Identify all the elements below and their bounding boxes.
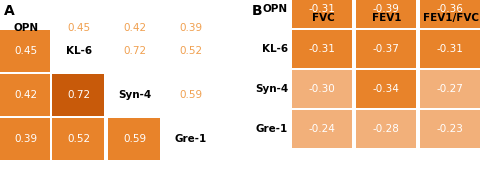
Text: Syn-4: Syn-4: [118, 90, 152, 100]
Bar: [420, 110, 480, 148]
Text: KL-6: KL-6: [66, 46, 92, 56]
Text: 0.39: 0.39: [14, 134, 38, 144]
Text: -0.23: -0.23: [436, 124, 464, 134]
Text: -0.28: -0.28: [372, 124, 400, 134]
Text: 0.45: 0.45: [14, 46, 38, 56]
Text: FVC: FVC: [312, 13, 334, 23]
Bar: [356, 110, 416, 148]
Bar: [0, 30, 50, 72]
Text: 0.42: 0.42: [14, 90, 38, 100]
Text: A: A: [4, 4, 15, 18]
Text: -0.31: -0.31: [436, 44, 464, 54]
Text: Gre-1: Gre-1: [175, 134, 207, 144]
Text: -0.27: -0.27: [436, 84, 464, 94]
Text: Gre-1: Gre-1: [256, 124, 288, 134]
Text: FEV1/FVC: FEV1/FVC: [423, 13, 479, 23]
Text: 0.52: 0.52: [180, 46, 203, 56]
Text: -0.31: -0.31: [308, 4, 336, 14]
Bar: [0, 118, 50, 160]
Bar: [356, 0, 416, 28]
Bar: [356, 30, 416, 68]
Text: -0.39: -0.39: [372, 4, 400, 14]
Bar: [108, 118, 160, 160]
Text: OPN: OPN: [14, 23, 38, 33]
Bar: [0, 74, 50, 116]
Text: -0.34: -0.34: [372, 84, 400, 94]
Text: OPN: OPN: [263, 4, 288, 14]
Text: 0.59: 0.59: [180, 90, 203, 100]
Bar: [52, 74, 104, 116]
Bar: [292, 0, 352, 28]
Text: -0.36: -0.36: [436, 4, 464, 14]
Text: -0.37: -0.37: [372, 44, 400, 54]
Text: -0.30: -0.30: [308, 84, 336, 94]
Text: 0.72: 0.72: [124, 46, 146, 56]
Text: -0.31: -0.31: [308, 44, 336, 54]
Text: 0.39: 0.39: [180, 23, 203, 33]
Bar: [420, 30, 480, 68]
Bar: [420, 0, 480, 28]
Text: Syn-4: Syn-4: [255, 84, 288, 94]
Bar: [292, 30, 352, 68]
Bar: [420, 70, 480, 108]
Text: 0.42: 0.42: [124, 23, 146, 33]
Bar: [52, 118, 104, 160]
Text: 0.59: 0.59: [124, 134, 146, 144]
Text: 0.72: 0.72: [68, 90, 90, 100]
Text: -0.24: -0.24: [308, 124, 336, 134]
Text: 0.52: 0.52: [68, 134, 90, 144]
Text: 0.45: 0.45: [68, 23, 90, 33]
Text: FEV1: FEV1: [372, 13, 402, 23]
Bar: [292, 70, 352, 108]
Bar: [292, 110, 352, 148]
Text: KL-6: KL-6: [262, 44, 288, 54]
Text: B: B: [252, 4, 262, 18]
Bar: [356, 70, 416, 108]
